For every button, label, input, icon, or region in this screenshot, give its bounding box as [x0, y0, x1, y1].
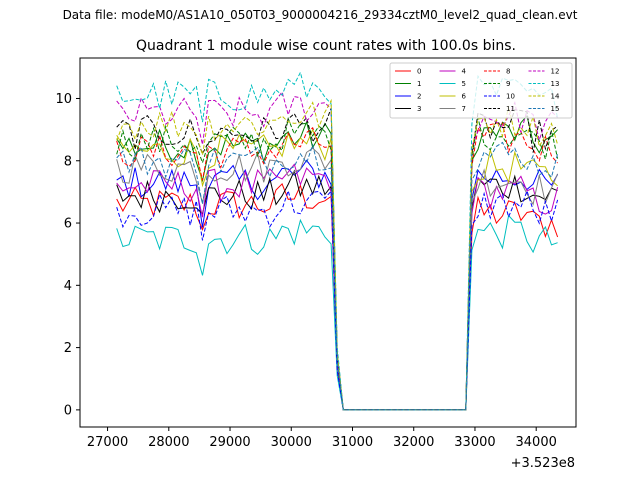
y-tick-label: 2 [64, 341, 72, 356]
x-tick-label: 29000 [209, 435, 250, 450]
legend-label: 0 [417, 68, 421, 76]
legend-item-7: 7 [439, 105, 466, 113]
y-axis: 0 2 4 6 8 10 [55, 92, 80, 418]
x-offset-label: +3.523e8 [511, 456, 575, 471]
legend-label: 9 [506, 80, 510, 88]
legend-label: 2 [417, 93, 421, 101]
y-tick-label: 10 [55, 92, 72, 107]
legend-label: 15 [551, 105, 560, 113]
legend-label: 13 [551, 80, 560, 88]
legend-item-13: 13 [528, 80, 560, 88]
x-tick-label: 28000 [148, 435, 189, 450]
legend-item-6: 6 [439, 93, 467, 101]
x-tick-label: 31000 [332, 435, 373, 450]
legend-item-3: 3 [395, 105, 421, 113]
legend-label: 6 [462, 93, 467, 101]
legend-item-8: 8 [484, 68, 510, 76]
y-tick-label: 6 [64, 217, 72, 232]
legend-item-0: 0 [395, 68, 421, 76]
x-tick-label: 30000 [271, 435, 312, 450]
legend-item-14: 14 [528, 93, 560, 101]
series-line-5 [116, 214, 558, 411]
legend-label: 3 [417, 105, 421, 113]
x-axis: 27000 28000 29000 30000 31000 32000 33000 34000 [87, 427, 557, 450]
legend-label: 7 [462, 105, 466, 113]
legend-item-2: 2 [395, 93, 421, 101]
legend-item-11: 11 [484, 105, 515, 113]
y-tick-label: 0 [64, 403, 72, 418]
axes-frame [79, 57, 577, 428]
x-tick-label: 33000 [454, 435, 495, 450]
legend-item-5: 5 [439, 80, 466, 88]
legend-item-1: 1 [395, 80, 421, 88]
legend-item-10: 10 [484, 93, 515, 101]
figure-suptitle: Data file: modeM0/AS1A10_050T03_90000042… [63, 8, 578, 22]
x-tick-label: 27000 [87, 435, 128, 450]
legend-label: 11 [506, 105, 515, 113]
series-line-10 [116, 189, 559, 411]
x-tick-label: 34000 [516, 435, 557, 450]
legend-item-15: 15 [528, 105, 560, 113]
y-tick-label: 4 [64, 279, 72, 294]
x-tick-label: 32000 [393, 435, 434, 450]
legend-label: 10 [506, 93, 515, 101]
legend-label: 14 [551, 93, 560, 101]
legend-item-12: 12 [528, 68, 560, 76]
legend-label: 5 [462, 80, 466, 88]
legend-label: 12 [551, 68, 560, 76]
chart-title: Quadrant 1 module wise count rates with … [136, 38, 516, 54]
legend-label: 8 [506, 68, 510, 76]
y-tick-label: 8 [64, 154, 72, 169]
legend-box [389, 62, 573, 119]
legend-label: 4 [462, 68, 467, 76]
series-line-15 [116, 141, 559, 411]
legend-item-4: 4 [439, 68, 467, 76]
legend-label: 1 [417, 80, 421, 88]
legend-item-9: 9 [484, 80, 510, 88]
